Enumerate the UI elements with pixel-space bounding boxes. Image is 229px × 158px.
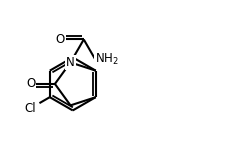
Text: Cl: Cl: [24, 102, 36, 115]
Text: O: O: [26, 77, 35, 90]
Text: N: N: [66, 56, 75, 69]
Text: O: O: [56, 33, 65, 46]
Text: NH$_2$: NH$_2$: [95, 52, 119, 67]
